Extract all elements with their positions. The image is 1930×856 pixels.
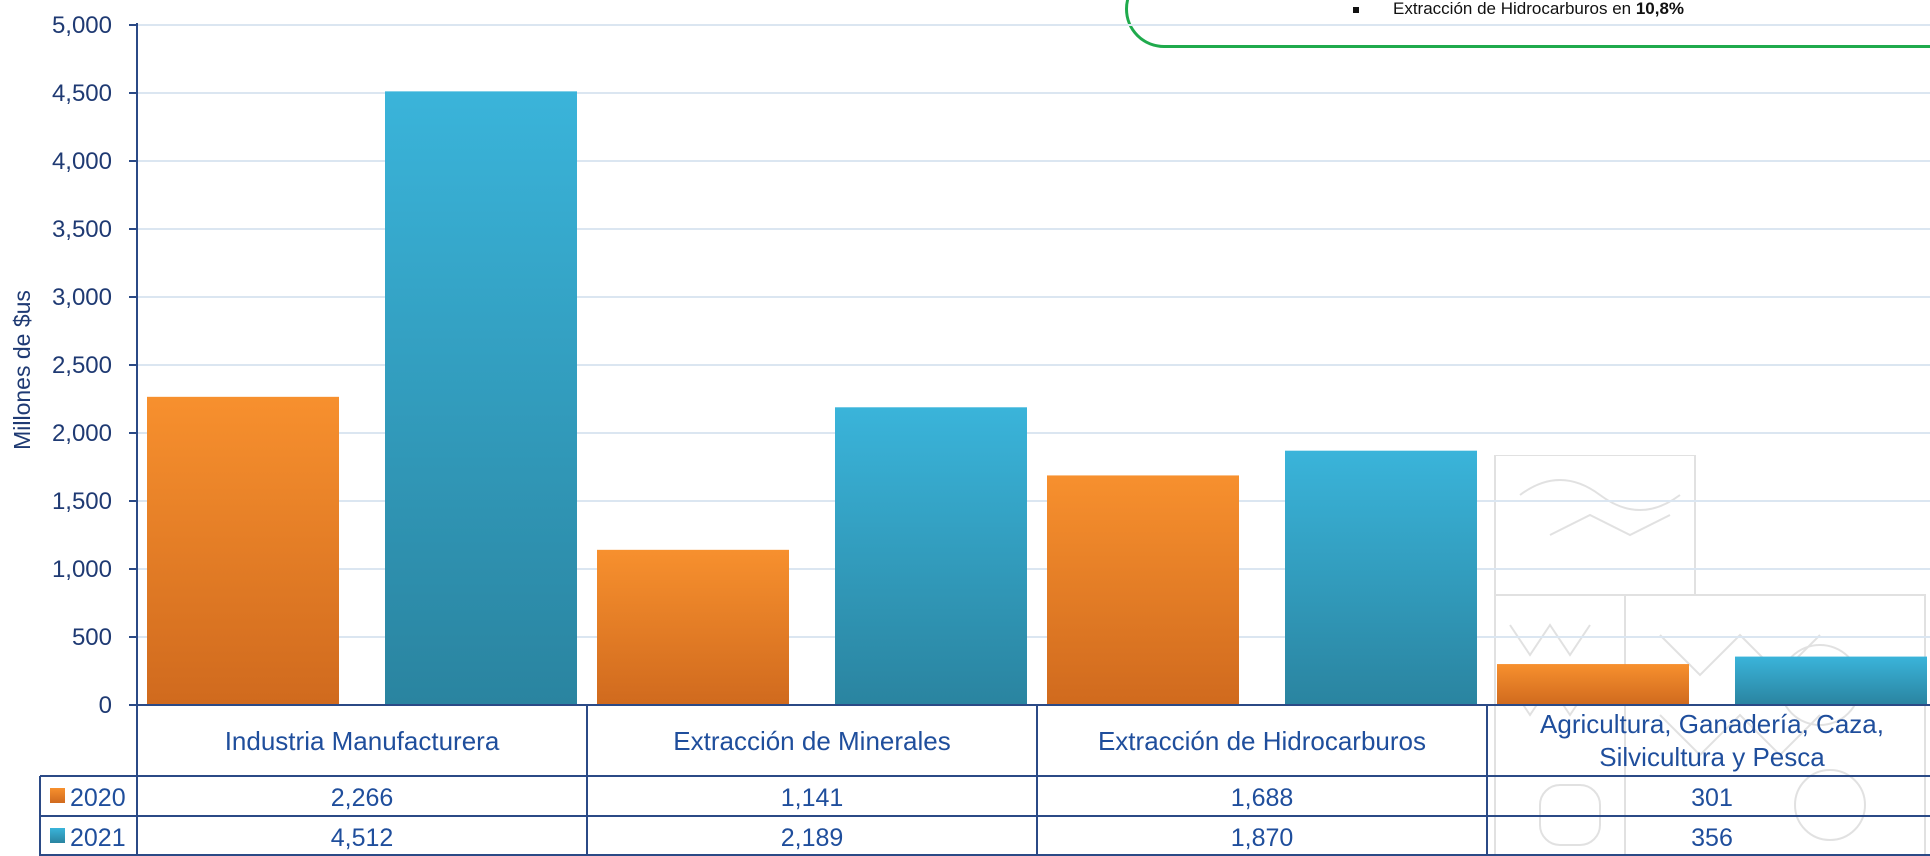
y-tick-label: 2,000	[52, 420, 112, 447]
category-label: Silvicultura y Pesca	[1599, 742, 1825, 772]
bullet-icon	[1353, 6, 1359, 13]
category-label: Industria Manufacturera	[225, 726, 500, 756]
y-tick-label: 2,500	[52, 352, 112, 379]
y-tick-label: 1,500	[52, 488, 112, 515]
data-table: Industria Manufacturera Extracción de Min…	[39, 705, 1930, 856]
y-tick-label: 1,000	[52, 556, 112, 583]
legend-label-2021: 2021	[70, 824, 126, 852]
bar-2021-3	[1285, 450, 1477, 705]
y-tick-label: 4,500	[52, 80, 112, 107]
data-label-2020: 1,688	[1231, 784, 1294, 812]
y-tick-label: 5,000	[52, 12, 112, 39]
y-tick-label: 4,000	[52, 148, 112, 175]
data-label-2020: 2,266	[331, 784, 394, 812]
bar-2021-1	[385, 91, 577, 706]
axis-layer: 0 500 1,000 1,500 2,000 2,500 3,000 3,500 4,000 4…	[52, 12, 1930, 719]
category-label: Agricultura, Ganadería, Caza,	[1540, 709, 1884, 739]
data-label-2021: 356	[1691, 824, 1733, 852]
category-label: Extracción de Hidrocarburos	[1098, 726, 1426, 756]
bar-2020-4	[1497, 664, 1689, 705]
data-label-2021: 1,870	[1231, 824, 1294, 852]
legend-label-2020: 2020	[70, 784, 126, 812]
bar-2020-3	[1047, 475, 1239, 705]
data-label-2021: 4,512	[331, 824, 394, 852]
bar-layer	[147, 91, 1927, 706]
category-label: Extracción de Minerales	[673, 726, 950, 756]
bar-2020-1	[147, 396, 339, 705]
bar-2020-2	[597, 549, 789, 705]
y-axis-title: Millones de $us	[9, 290, 35, 450]
data-label-2021: 2,189	[781, 824, 844, 852]
data-label-2020: 1,141	[781, 784, 844, 812]
legend-swatch-2021	[50, 828, 65, 843]
y-tick-label: 0	[99, 692, 112, 719]
legend-swatch-2020	[50, 788, 65, 803]
y-tick-label: 500	[72, 624, 112, 651]
data-label-2020: 301	[1691, 784, 1733, 812]
callout-item: Extracción de Hidrocarburos en 10,8%	[1353, 0, 1684, 19]
bar-2021-2	[835, 407, 1027, 705]
y-tick-label: 3,000	[52, 284, 112, 311]
y-tick-label: 3,500	[52, 216, 112, 243]
callout-item-text: Extracción de Hidrocarburos en	[1393, 0, 1636, 18]
callout-item-value: 10,8%	[1635, 0, 1685, 18]
bar-2021-4	[1735, 656, 1927, 705]
